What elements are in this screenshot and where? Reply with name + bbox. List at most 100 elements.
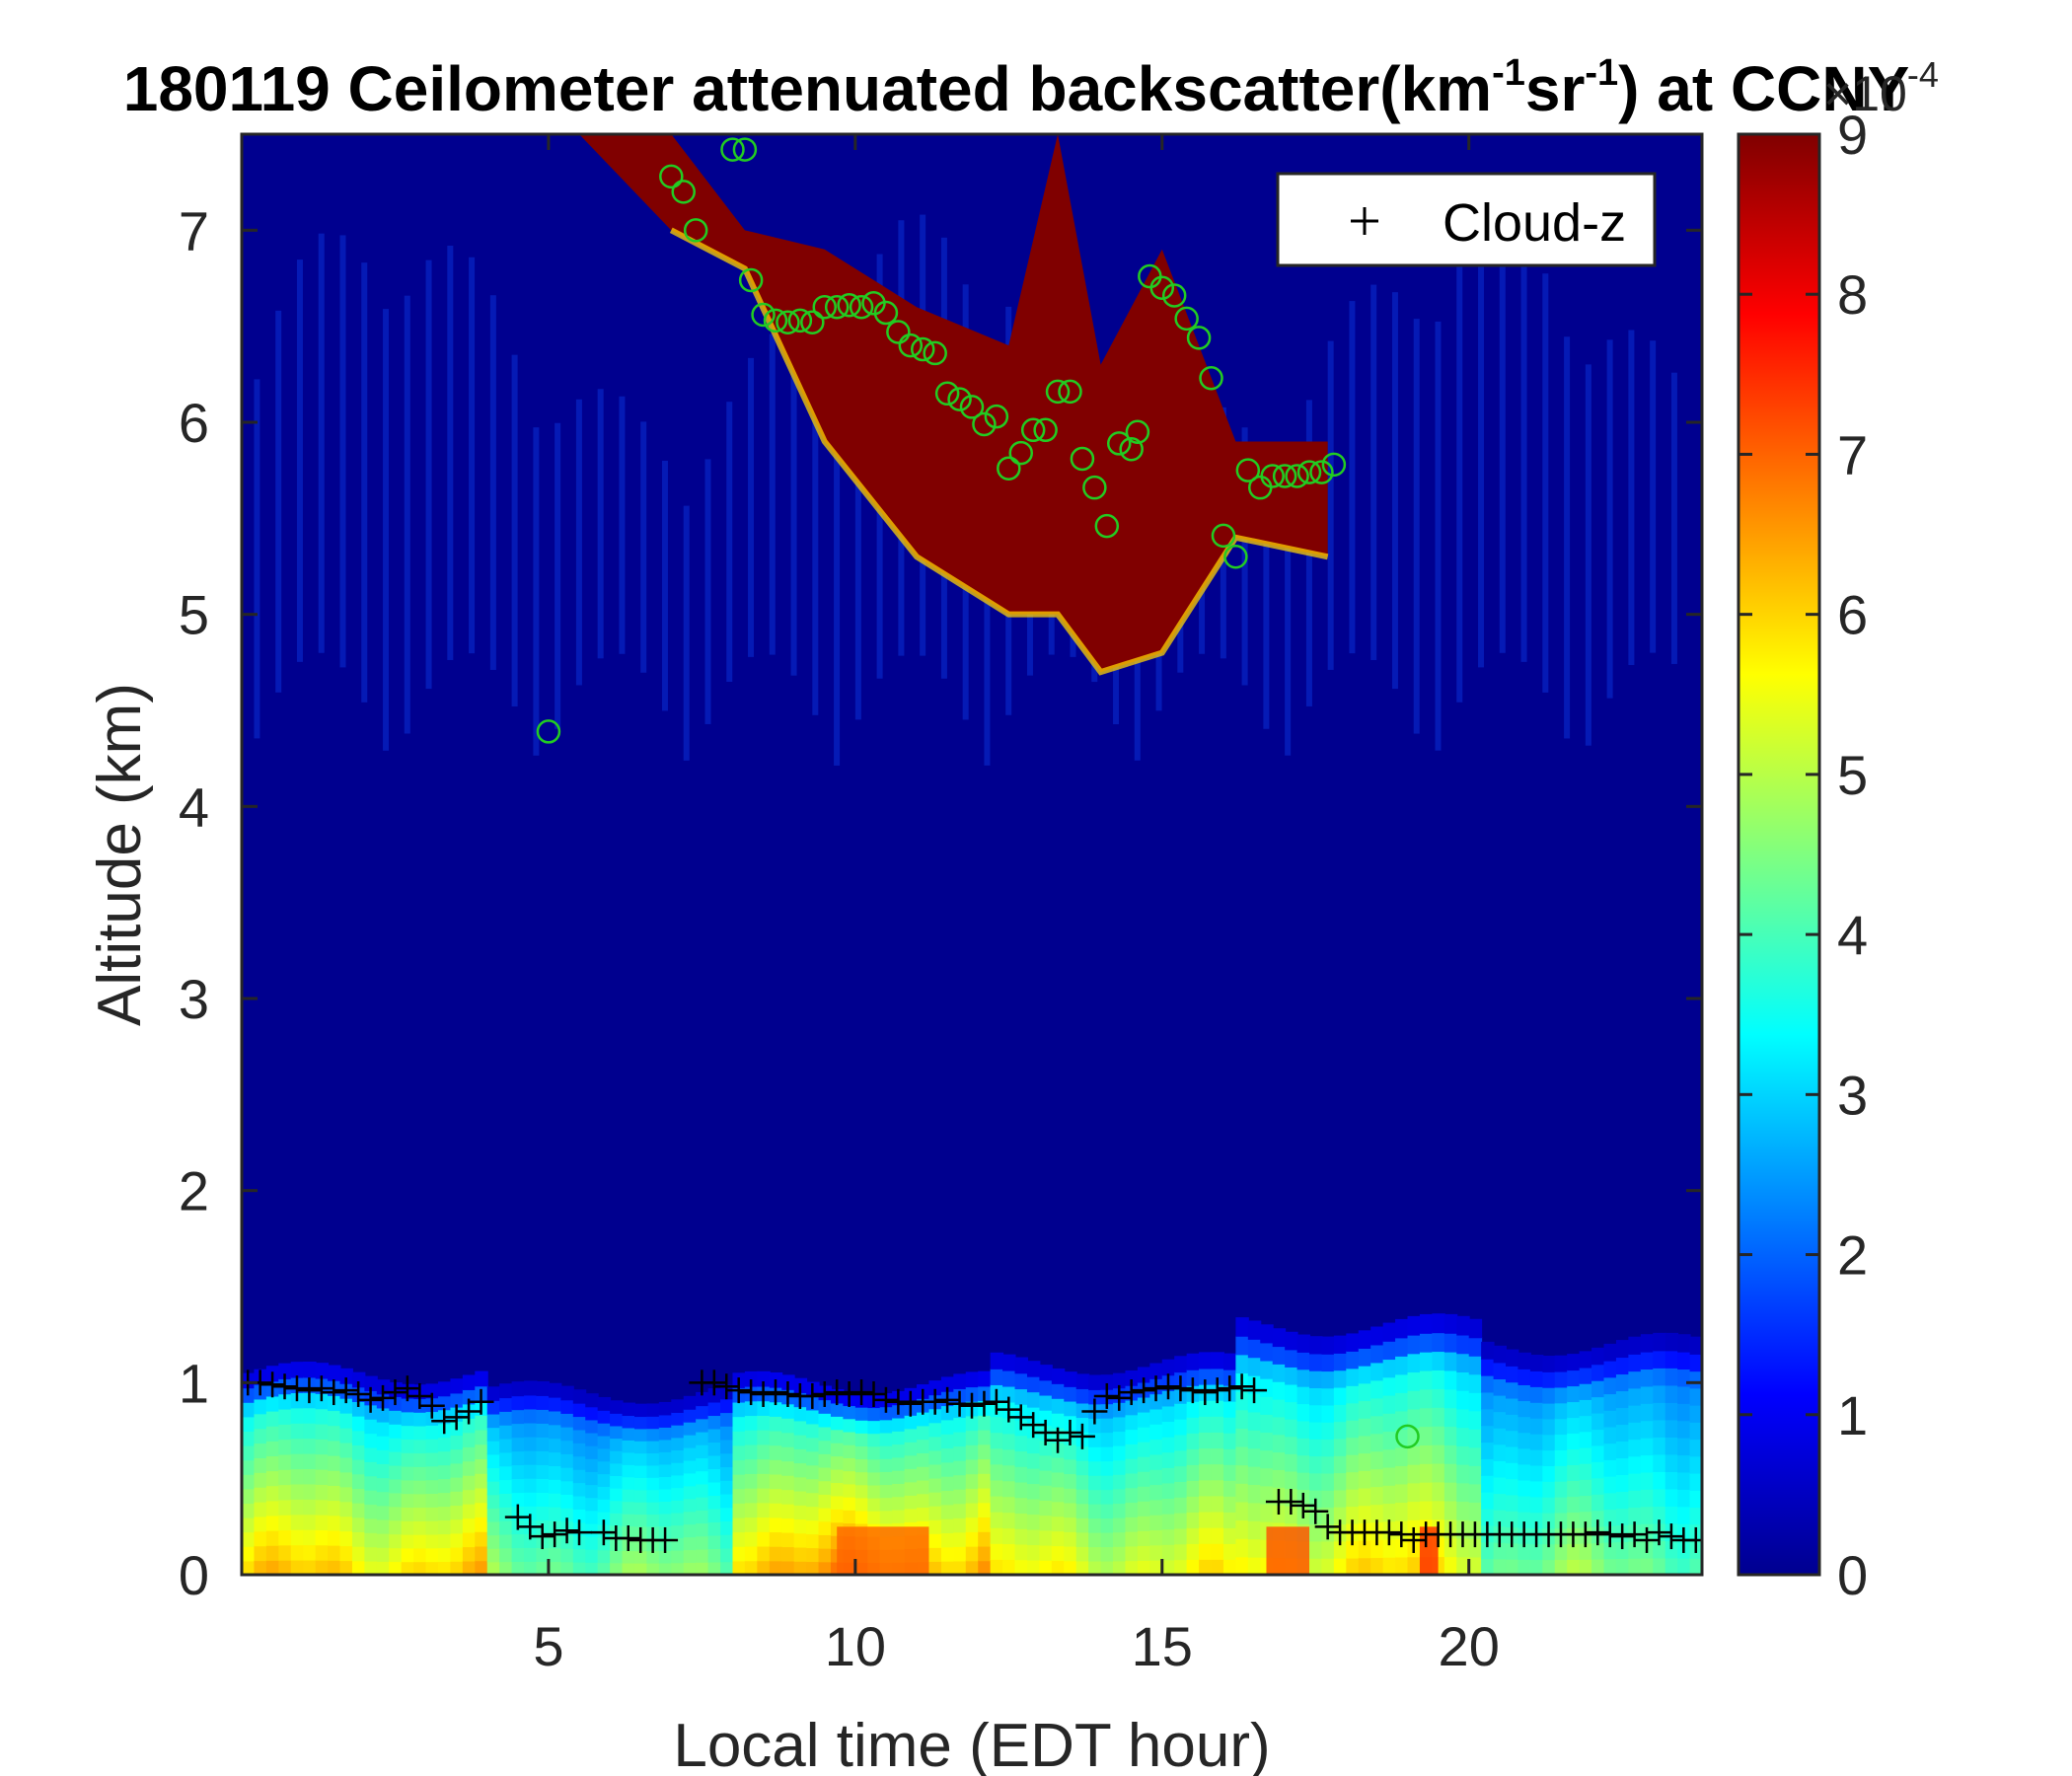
haze-cell — [1481, 1442, 1495, 1459]
haze-cell — [524, 1422, 538, 1438]
haze-cell — [1125, 1429, 1139, 1444]
haze-cell — [1419, 1426, 1434, 1445]
plus-marker — [885, 1388, 912, 1415]
haze-cell — [585, 1444, 599, 1459]
haze-cell — [867, 1407, 881, 1422]
plus-marker — [872, 1386, 899, 1413]
haze-cell — [450, 1546, 464, 1562]
plus-marker — [542, 1521, 568, 1548]
circle-marker — [1119, 437, 1144, 462]
haze-cell — [696, 1470, 709, 1485]
haze-cell — [1222, 1447, 1237, 1465]
haze-cell — [1677, 1506, 1691, 1524]
haze-cell — [904, 1428, 919, 1443]
plus-marker — [1057, 1419, 1083, 1445]
haze-cell — [524, 1380, 538, 1396]
haze-cell — [1370, 1379, 1384, 1399]
haze-cell — [475, 1443, 488, 1460]
haze-cell — [486, 1399, 501, 1415]
haze-cell — [1260, 1432, 1274, 1451]
plus-marker — [725, 1377, 752, 1404]
haze-cell — [879, 1510, 894, 1524]
haze-cell — [1064, 1371, 1077, 1387]
haze-cell — [1088, 1489, 1102, 1505]
haze-cell — [1235, 1317, 1249, 1337]
haze-cell — [1088, 1374, 1102, 1390]
haze-cell — [1517, 1479, 1531, 1497]
haze-cell — [413, 1439, 427, 1454]
haze-cell — [830, 1468, 845, 1484]
haze-cell — [328, 1440, 341, 1456]
haze-cell — [413, 1507, 427, 1521]
haze-cell — [781, 1503, 795, 1519]
haze-cell — [1554, 1496, 1569, 1514]
haze-cell — [818, 1452, 832, 1468]
colorbar-tick-label: 4 — [1837, 904, 1868, 966]
haze-cell — [1064, 1530, 1077, 1547]
haze-cell — [290, 1514, 305, 1530]
haze-cell — [278, 1439, 292, 1455]
haze-cell — [1149, 1529, 1163, 1546]
haze-cell — [1468, 1355, 1483, 1375]
haze-cell — [1529, 1512, 1544, 1529]
haze-cell — [1014, 1543, 1028, 1561]
haze-cell — [854, 1406, 869, 1421]
haze-cell — [744, 1370, 759, 1387]
haze-cell — [978, 1517, 992, 1532]
haze-cell — [1468, 1464, 1483, 1485]
haze-cell — [486, 1494, 501, 1509]
haze-cell — [548, 1464, 562, 1480]
haze-cell — [720, 1412, 734, 1427]
haze-cell — [1579, 1542, 1593, 1560]
haze-cell — [965, 1502, 980, 1518]
haze-cell — [486, 1534, 501, 1549]
haze-cell — [1186, 1511, 1201, 1528]
haze-cell — [1260, 1503, 1274, 1522]
haze-cell — [1517, 1511, 1531, 1528]
haze-cell — [843, 1418, 856, 1433]
haze-cell — [978, 1370, 992, 1387]
haze-cell — [1247, 1338, 1262, 1359]
haze-cell — [1468, 1483, 1483, 1503]
circle-marker — [1045, 379, 1071, 405]
haze-cell — [437, 1478, 452, 1494]
haze-cell — [633, 1403, 648, 1418]
haze-cell — [1517, 1447, 1531, 1465]
haze-cell — [818, 1561, 832, 1575]
plus-marker — [811, 1381, 838, 1408]
x-tick-label: 15 — [1132, 1615, 1193, 1677]
haze-cell — [1358, 1417, 1372, 1437]
haze-cell — [401, 1397, 415, 1413]
haze-cell — [633, 1416, 648, 1430]
haze-cell — [389, 1450, 403, 1466]
haze-cell — [1615, 1457, 1630, 1476]
haze-cell — [1113, 1503, 1127, 1518]
haze-cell — [1285, 1366, 1298, 1385]
haze-cell — [1653, 1488, 1666, 1507]
circle-marker — [720, 137, 745, 162]
haze-cell — [757, 1560, 771, 1575]
haze-cell — [1002, 1417, 1016, 1435]
haze-cell — [1653, 1557, 1666, 1575]
haze-cell — [904, 1494, 919, 1510]
haze-cell — [351, 1545, 366, 1562]
haze-cell — [351, 1517, 366, 1532]
haze-cell — [1088, 1546, 1102, 1562]
haze-cell — [1443, 1462, 1458, 1483]
haze-cell — [1149, 1544, 1163, 1561]
haze-cell — [1628, 1540, 1642, 1559]
plus-marker — [468, 1388, 494, 1415]
haze-cell — [475, 1472, 488, 1489]
streak — [575, 399, 582, 686]
haze-cell — [450, 1560, 464, 1575]
haze-cell — [1199, 1447, 1213, 1465]
haze-cell — [867, 1510, 881, 1524]
haze-cell — [1051, 1412, 1066, 1429]
haze-cell — [254, 1413, 267, 1430]
haze-cell — [732, 1416, 746, 1432]
haze-cell — [413, 1561, 427, 1575]
haze-cell — [854, 1458, 869, 1473]
haze-cell — [1309, 1523, 1323, 1542]
haze-cell — [1272, 1328, 1287, 1348]
haze-cell — [1689, 1507, 1702, 1525]
